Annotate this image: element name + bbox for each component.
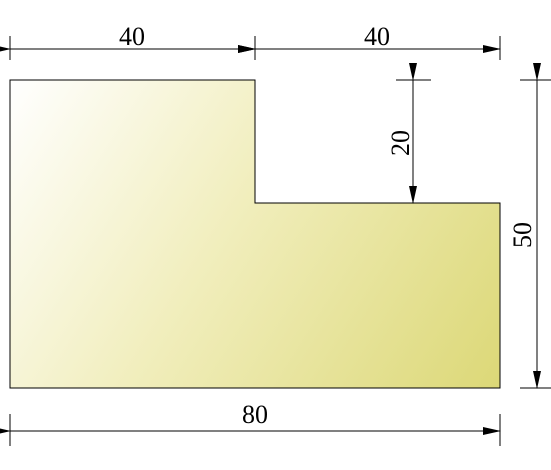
top-right-dimension-label: 40 <box>364 22 390 51</box>
l-shaped-part <box>9 79 501 389</box>
step-height-dimension-label: 20 <box>386 130 415 156</box>
overall-height-dimension-label: 50 <box>508 222 537 248</box>
top-left-dimension-label: 40 <box>119 22 145 51</box>
overall-width-dimension-label: 80 <box>242 400 268 429</box>
